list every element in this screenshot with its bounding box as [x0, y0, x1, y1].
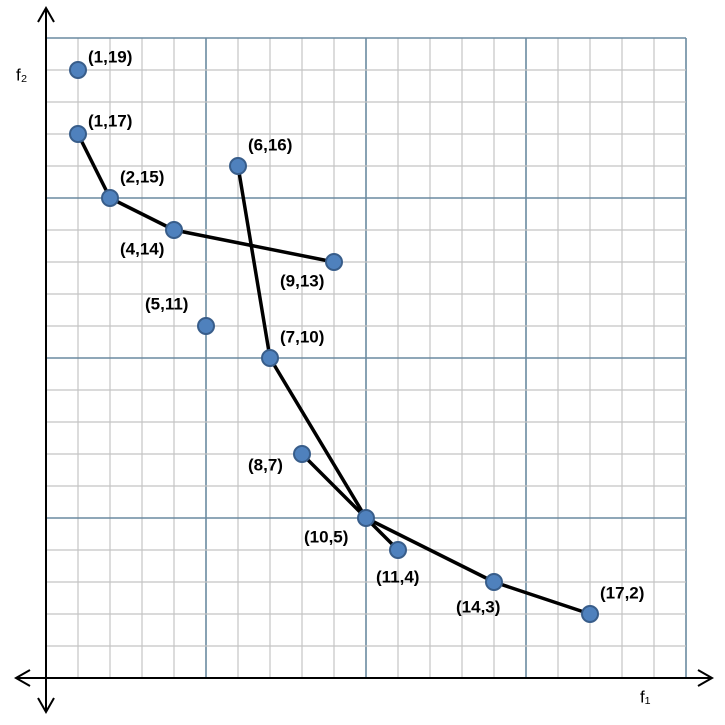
point: [389, 541, 407, 559]
point: [325, 253, 343, 271]
point: [69, 125, 87, 143]
point: [165, 221, 183, 239]
line: [300, 452, 591, 616]
point: [197, 317, 215, 335]
point-label: (17,2): [600, 583, 644, 602]
point: [101, 189, 119, 207]
point-label: (2,15): [120, 167, 164, 186]
point-label: (6,16): [248, 135, 292, 154]
y-axis-label: f₂: [16, 65, 27, 84]
point-label: (11,4): [376, 567, 419, 586]
line: [236, 165, 400, 552]
point-label: (14,3): [456, 597, 500, 616]
point-label: (1,19): [88, 47, 132, 66]
point-label: (5,11): [145, 294, 188, 313]
point: [581, 605, 599, 623]
x-axis-label: f₁: [640, 687, 651, 706]
point-label: (9,13): [280, 271, 324, 290]
point: [357, 509, 375, 527]
point-label: (4,14): [120, 239, 164, 258]
point: [485, 573, 503, 591]
arrow-head: [37, 697, 55, 715]
point: [229, 157, 247, 175]
point-label: (8,7): [248, 455, 283, 474]
point: [69, 61, 87, 79]
arrow-head: [13, 669, 31, 687]
point-label: (1,17): [88, 111, 132, 130]
arrow-head: [37, 5, 55, 23]
axes: [13, 5, 715, 715]
point: [261, 349, 279, 367]
line: [76, 133, 335, 264]
point: [293, 445, 311, 463]
point-label: (7,10): [280, 327, 324, 346]
point-label: (10,5): [304, 527, 348, 546]
grid: [45, 37, 687, 679]
arrow-head: [697, 669, 715, 687]
